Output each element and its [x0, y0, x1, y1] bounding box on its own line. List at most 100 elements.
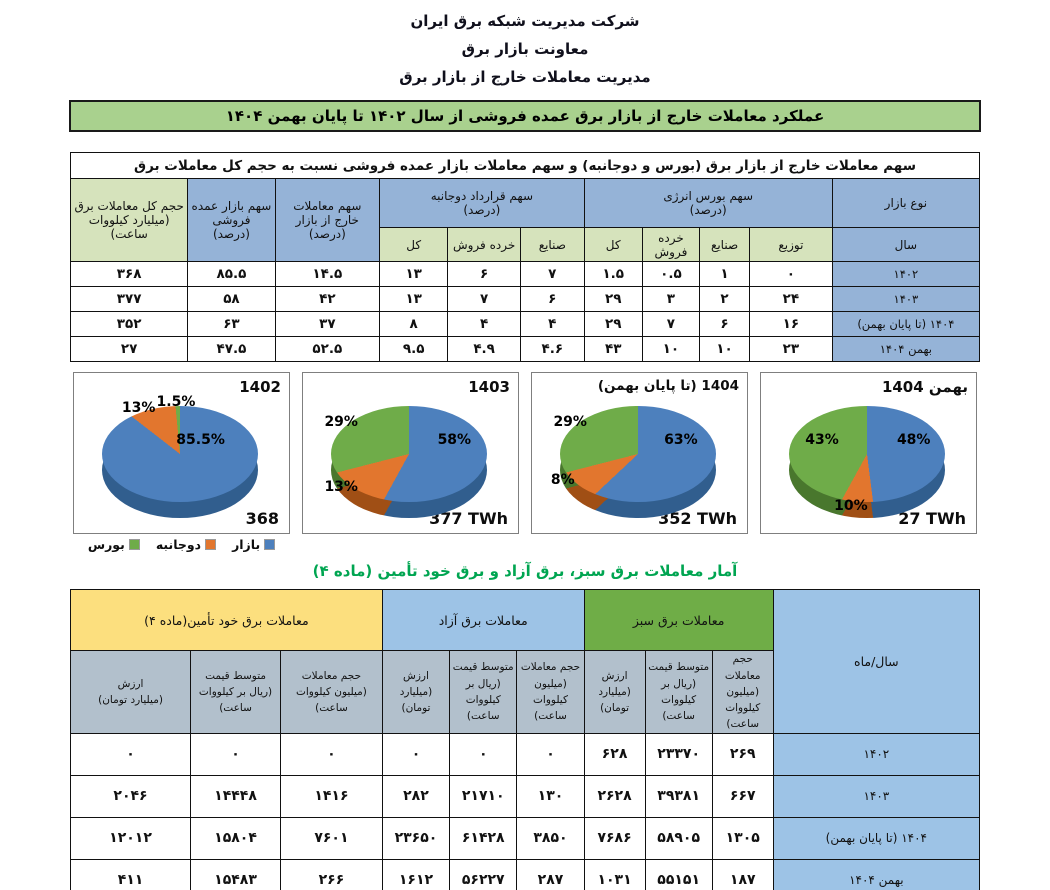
col-bilateral-retail: خرده فروش: [447, 227, 521, 263]
group-self-supply-power: معاملات برق خود تأمین(ماده ۴): [70, 589, 383, 652]
pie-title-1402: 1402: [239, 378, 281, 397]
value-cell: ۵۲.۵: [274, 336, 381, 363]
value-cell: ۸۵.۵: [187, 261, 276, 288]
value-cell: ۲۶۶: [280, 858, 383, 890]
value-cell: ۱۰: [699, 336, 751, 363]
pie-chart-1404-cumulative: 1404 (تا پایان بهمن) 352 TWh 63% 8% 29%: [531, 372, 748, 535]
pie-slice-label: 85.5%: [176, 432, 225, 449]
value-cell: ۳: [641, 286, 701, 313]
value-cell: ۶۱۴۲۸: [449, 816, 518, 860]
value-cell: ۴: [519, 311, 585, 338]
table-row: ۱۴۰۴ (تا پایان بهمن) ۱۶ ۶ ۷ ۲۹ ۴ ۴ ۸ ۳۷ ۶۳ ۳۵۲: [69, 311, 981, 338]
value-cell: ۳۹۳۸۱: [644, 774, 713, 818]
year-cell: ۱۴۰۴ (تا پایان بهمن): [831, 311, 981, 338]
market-share-table: سهم معاملات خارج از بازار برق (بورس و دو…: [69, 152, 981, 363]
pie-slice-label: 13%: [121, 399, 156, 416]
value-cell: ۴۲: [274, 286, 381, 313]
value-cell: ۶۳: [187, 311, 276, 338]
report-title-banner: عملکرد معاملات خارج از بازار برق عمده فر…: [69, 100, 981, 133]
legend-swatch-bourse-icon: [128, 539, 140, 551]
table1-title: سهم معاملات خارج از بازار برق (بورس و دو…: [70, 152, 980, 180]
value-cell: ۹.۵: [379, 336, 449, 363]
group-free-power: معاملات برق آزاد: [381, 589, 585, 652]
group-green-power: معاملات برق سبز: [583, 589, 774, 652]
year-cell: ۱۴۰۴ (تا پایان بهمن): [772, 816, 981, 860]
col-bourse-retail: خرده فروش: [641, 227, 701, 263]
value-cell: ۵۵۱۵۱: [644, 858, 713, 890]
value-cell: ۱۸۷: [711, 858, 774, 890]
col-year-month: سال/ماه: [772, 589, 981, 734]
value-cell: ۲۹: [583, 286, 643, 313]
col-bilateral-total: کل: [379, 227, 449, 263]
table-row: ۱۴۰۳ ۲۴ ۲ ۳ ۲۹ ۶ ۷ ۱۳ ۴۲ ۵۸ ۳۷۷: [69, 286, 981, 313]
pie-slice-label: 8%: [550, 471, 575, 488]
pie-legend: بازار دوجانبه بورس: [88, 537, 276, 553]
legend-item-bourse: بورس: [88, 537, 140, 552]
value-cell: ۲۷: [69, 336, 189, 363]
group-energy-bourse: سهم بورس انرژی (درصد): [583, 178, 833, 229]
value-cell: ۲۳۶۵۰: [381, 816, 451, 860]
pie-total-1403: 377 TWh: [429, 509, 508, 529]
pie-1403-column: 1403 377 TWh 58% 13% 29%: [302, 372, 519, 552]
col-bourse-total: کل: [583, 227, 643, 263]
value-cell: ۱۵۴۸۳: [190, 858, 282, 890]
value-cell: ۲۸۲: [381, 774, 451, 818]
group-bilateral-contract: سهم قرارداد دوجانبه (درصد): [379, 178, 585, 229]
value-cell: ۱۰۳۱: [583, 858, 646, 890]
col-green-value: ارزش (میلیارد تومان): [583, 650, 646, 734]
col-self-value: ارزش (میلیارد تومان): [69, 650, 192, 734]
value-cell: ۴۱۱: [69, 858, 192, 890]
deputy-title: معاونت بازار برق: [461, 39, 589, 58]
col-total-volume: حجم کل معاملات برق (میلیارد کیلووات ساعت…: [69, 178, 189, 263]
table-row: ۱۴۰۴ (تا پایان بهمن) ۱۳۰۵ ۵۸۹۰۵ ۷۶۸۶ ۳۸۵۰ ۶۱۴…: [69, 816, 981, 860]
table-row: ۱۴۰۲ ۰ ۱ ۰.۵ ۱.۵ ۷ ۶ ۱۳ ۱۴.۵ ۸۵.۵ ۳۶۸: [69, 261, 981, 288]
value-cell: ۲۶۹: [711, 732, 774, 776]
col-bourse-distribution: توزیع: [749, 227, 833, 263]
value-cell: ۱۰: [641, 336, 701, 363]
value-cell: ۲۳۳۷۰: [644, 732, 713, 776]
value-cell: ۲۹: [583, 311, 643, 338]
pie-slice-label: 10%: [834, 498, 868, 515]
value-cell: ۱۳: [379, 261, 449, 288]
year-cell: بهمن ۱۴۰۴: [772, 858, 981, 890]
value-cell: ۲۱۷۱۰: [449, 774, 518, 818]
value-cell: ۱۴.۵: [274, 261, 381, 288]
legend-label-bourse: بورس: [87, 537, 125, 553]
col-green-avg-price: متوسط قیمت (ریال بر کیلووات ساعت): [644, 650, 713, 734]
value-cell: ۴.۶: [519, 336, 585, 363]
pie-title-1403: 1403: [468, 378, 510, 397]
value-cell: ۳۷: [274, 311, 381, 338]
value-cell: ۱۵۸۰۴: [190, 816, 282, 860]
value-cell: ۲۴: [749, 286, 833, 313]
pie-slice-label: 63%: [664, 432, 698, 449]
pie-top-face: [560, 406, 716, 503]
pie-slice-label: 48%: [896, 432, 931, 449]
value-cell: ۷: [447, 286, 521, 313]
year-cell: بهمن ۱۴۰۴: [831, 336, 981, 363]
value-cell: ۱: [699, 261, 751, 288]
year-cell: ۱۴۰۳: [772, 774, 981, 818]
pie-total-bahman-1404: 27 TWh: [898, 509, 966, 529]
col-wholesale-share: سهم بازار عمده فروشی (درصد): [187, 178, 276, 263]
value-cell: ۰: [280, 732, 383, 776]
pie-slice-label: 29%: [553, 413, 587, 430]
value-cell: ۱۳: [379, 286, 449, 313]
value-cell: ۵۶۲۲۷: [449, 858, 518, 890]
legend-label-bilateral: دوجانبه: [155, 537, 202, 553]
value-cell: ۲۰۴۶: [69, 774, 192, 818]
value-cell: ۸: [379, 311, 449, 338]
table-row: بهمن ۱۴۰۴ ۱۸۷ ۵۵۱۵۱ ۱۰۳۱ ۲۸۷ ۵۶۲۲۷ ۱۶۱۲ ۲۶۶ ۱۵۴۸…: [69, 858, 981, 890]
company-title: شرکت مدیریت شبکه برق ایران: [410, 12, 640, 30]
value-cell: ۰: [449, 732, 518, 776]
value-cell: ۳۸۵۰: [516, 816, 585, 860]
pie-charts-row: 1402 368 85.5% 13% 1.5% بازار دوجانبه بورس: [65, 372, 985, 552]
value-cell: ۴۳: [583, 336, 643, 363]
value-cell: ۶۶۷: [711, 774, 774, 818]
value-cell: ۲۶۲۸: [583, 774, 646, 818]
pie-slice-label: 13%: [324, 478, 358, 495]
year-cell: ۱۴۰۲: [772, 732, 981, 776]
value-cell: ۲۸۷: [516, 858, 585, 890]
col-green-volume: حجم معاملات (میلیون کیلووات ساعت): [711, 650, 774, 734]
value-cell: ۶: [519, 286, 585, 313]
